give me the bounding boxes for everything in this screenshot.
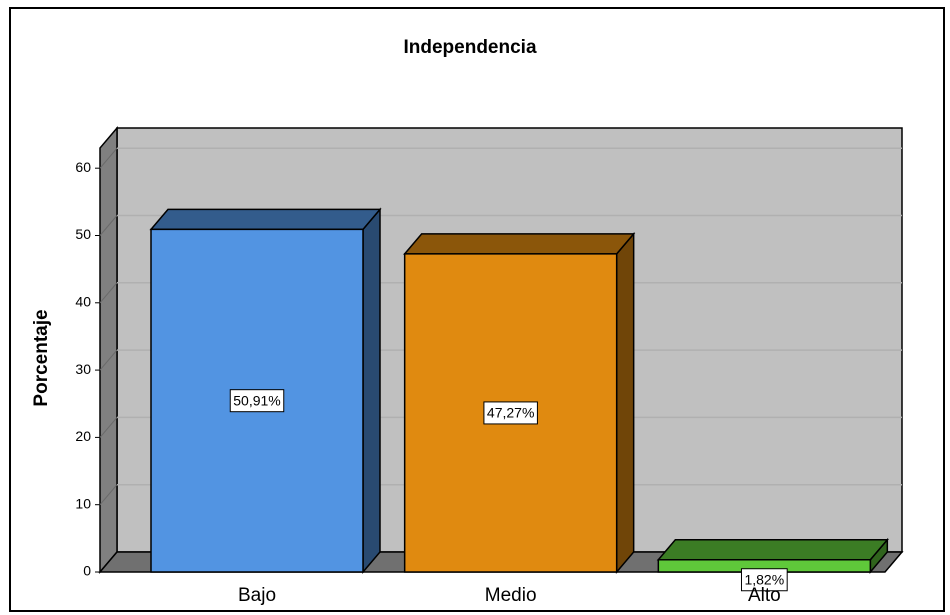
x-tick-label: Alto [748,585,781,606]
y-tick-label: 40 [75,293,91,309]
grid-line [99,282,118,304]
bar-side [362,207,381,575]
value-label-box [483,401,538,425]
grid-line [99,215,118,236]
value-label: 50,91% [233,392,280,408]
bar-top [403,233,636,255]
bar-top [149,208,382,231]
value-label-box [229,389,285,413]
x-tick-label: Medio [485,585,537,606]
value-label-box [740,568,788,592]
grid-line [99,147,118,169]
grid-line [99,417,118,438]
left-wall [99,125,118,575]
grid-line [99,349,118,371]
y-tick-label: 10 [75,495,91,511]
value-label: 47,27% [487,405,534,421]
bar-top [656,539,889,561]
y-tick-label: 20 [75,428,91,444]
y-tick-label: 0 [83,563,91,579]
chart-title: Independencia [403,37,536,58]
y-axis-label: Porcentaje [31,309,52,406]
bar-side [615,231,635,575]
grid-line [99,484,118,506]
y-tick-label: 60 [75,159,91,175]
y-tick-label: 50 [75,226,91,242]
value-label: 1,82% [744,571,784,587]
x-tick-label: Bajo [238,585,276,606]
y-tick-label: 30 [75,361,91,377]
